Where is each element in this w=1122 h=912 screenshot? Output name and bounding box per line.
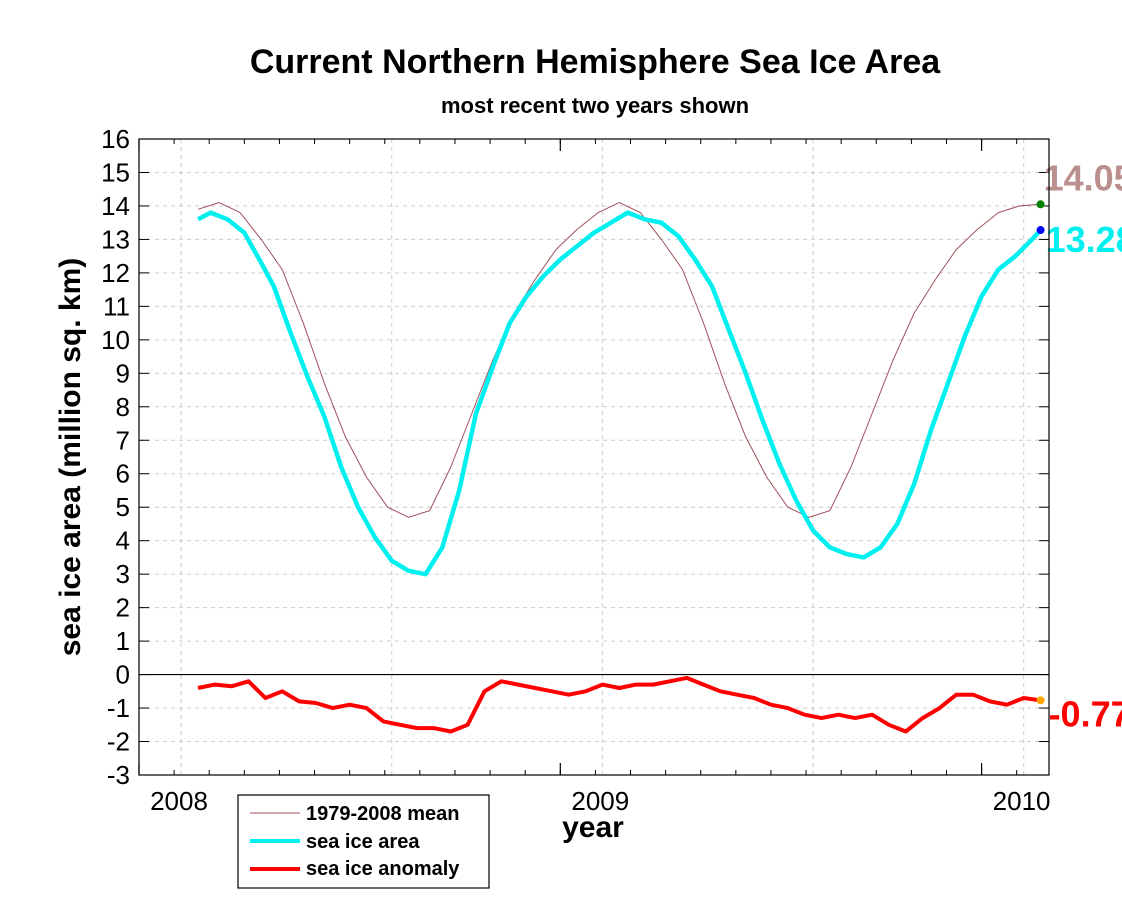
y-tick-label: 9 xyxy=(116,358,130,388)
series-line-area xyxy=(196,210,1043,577)
series-line-mean xyxy=(197,202,1041,518)
y-axis-label: sea ice area (million sq. km) xyxy=(54,258,87,657)
legend-label-area: sea ice area xyxy=(306,831,420,853)
y-tick-label: -2 xyxy=(107,727,130,757)
x-tick-label: 2009 xyxy=(571,786,629,816)
current-value-dot xyxy=(1036,226,1045,235)
y-tick-label: 11 xyxy=(103,291,130,321)
y-tick-label: 8 xyxy=(116,392,130,422)
y-tick-label: 2 xyxy=(116,593,130,623)
series-lines xyxy=(196,202,1043,734)
legend-label-anomaly: sea ice anomaly xyxy=(306,858,460,880)
y-tick-label: 5 xyxy=(116,492,130,522)
plot-frame xyxy=(138,138,1050,776)
current-anomaly-value-label: -0.77 xyxy=(1049,693,1122,734)
y-tick-label: 12 xyxy=(101,258,130,288)
x-tick-label: 2008 xyxy=(150,786,208,816)
y-tick-label: 0 xyxy=(116,660,130,690)
y-tick-label: 4 xyxy=(116,526,130,556)
x-tick-label: 2010 xyxy=(993,786,1051,816)
current-value-dot xyxy=(1036,200,1045,209)
y-tick-label: 3 xyxy=(116,559,130,589)
chart-title: Current Northern Hemisphere Sea Ice Area xyxy=(250,43,941,81)
legend-label-mean: 1979-2008 mean xyxy=(306,803,459,825)
chart-subtitle: most recent two years shown xyxy=(441,93,749,118)
y-tick-label: 13 xyxy=(101,224,130,254)
current-area-value-label: 13.28 xyxy=(1046,219,1122,260)
current-markers: 14.05 13.28 -0.77 xyxy=(1036,157,1122,734)
y-tick-label: 16 xyxy=(101,124,130,154)
legend: 1979-2008 mean sea ice area sea ice anom… xyxy=(237,794,490,889)
current-value-dot xyxy=(1036,696,1045,705)
current-mean-value-label: 14.05 xyxy=(1044,157,1122,198)
y-tick-label: 6 xyxy=(116,459,130,489)
series-line-anomaly xyxy=(197,675,1041,734)
y-tick-label: -1 xyxy=(107,693,130,723)
grid xyxy=(139,139,1049,775)
y-tick-label: 15 xyxy=(101,157,130,187)
x-axis-label: year xyxy=(562,811,624,844)
y-tick-label: 14 xyxy=(101,191,130,221)
y-tick-label: 7 xyxy=(116,425,130,455)
y-tick-label: -3 xyxy=(107,760,130,790)
y-tick-label: 10 xyxy=(101,325,130,355)
y-tick-label: 1 xyxy=(116,626,130,656)
